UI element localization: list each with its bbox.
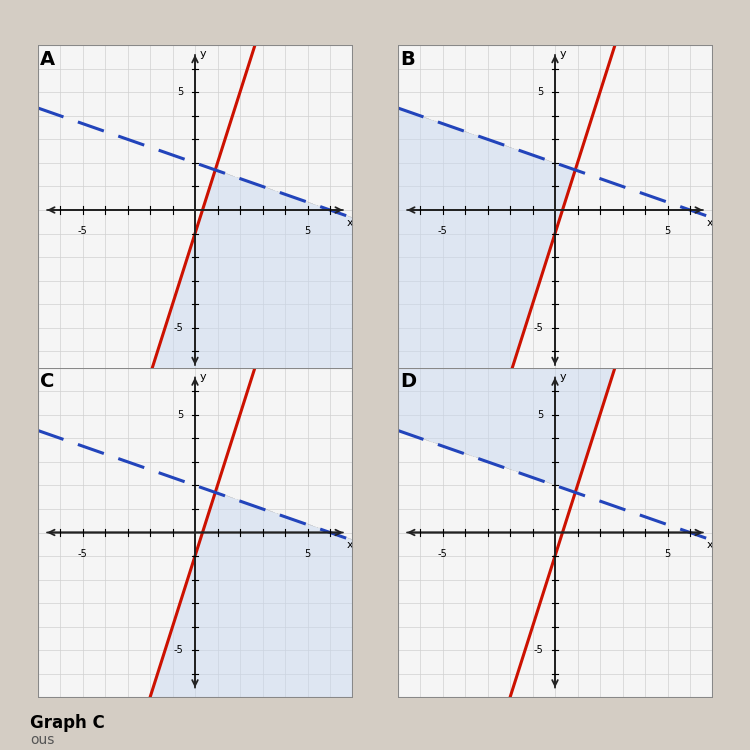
- Text: -5: -5: [174, 645, 184, 656]
- Text: C: C: [40, 372, 54, 392]
- Text: ous: ous: [30, 733, 54, 747]
- Text: -5: -5: [534, 645, 544, 656]
- Text: 5: 5: [178, 87, 184, 98]
- Text: D: D: [400, 372, 416, 392]
- Text: -5: -5: [78, 549, 87, 559]
- Text: 5: 5: [304, 226, 310, 236]
- Text: 5: 5: [538, 87, 544, 98]
- Text: y: y: [200, 372, 206, 382]
- Text: x: x: [707, 218, 713, 228]
- Text: -5: -5: [534, 322, 544, 333]
- Text: 5: 5: [178, 410, 184, 420]
- Text: A: A: [40, 50, 55, 69]
- Text: y: y: [200, 50, 206, 59]
- Text: x: x: [347, 218, 353, 228]
- Text: -5: -5: [438, 549, 447, 559]
- Text: B: B: [400, 50, 415, 69]
- Text: x: x: [347, 541, 353, 550]
- Text: -5: -5: [438, 226, 447, 236]
- Text: Graph C: Graph C: [30, 713, 105, 731]
- Text: -5: -5: [78, 226, 87, 236]
- Text: x: x: [707, 541, 713, 550]
- Text: 5: 5: [538, 410, 544, 420]
- Text: y: y: [560, 50, 566, 59]
- Text: y: y: [560, 372, 566, 382]
- Text: 5: 5: [664, 226, 670, 236]
- Text: 5: 5: [664, 549, 670, 559]
- Text: 5: 5: [304, 549, 310, 559]
- Text: -5: -5: [174, 322, 184, 333]
